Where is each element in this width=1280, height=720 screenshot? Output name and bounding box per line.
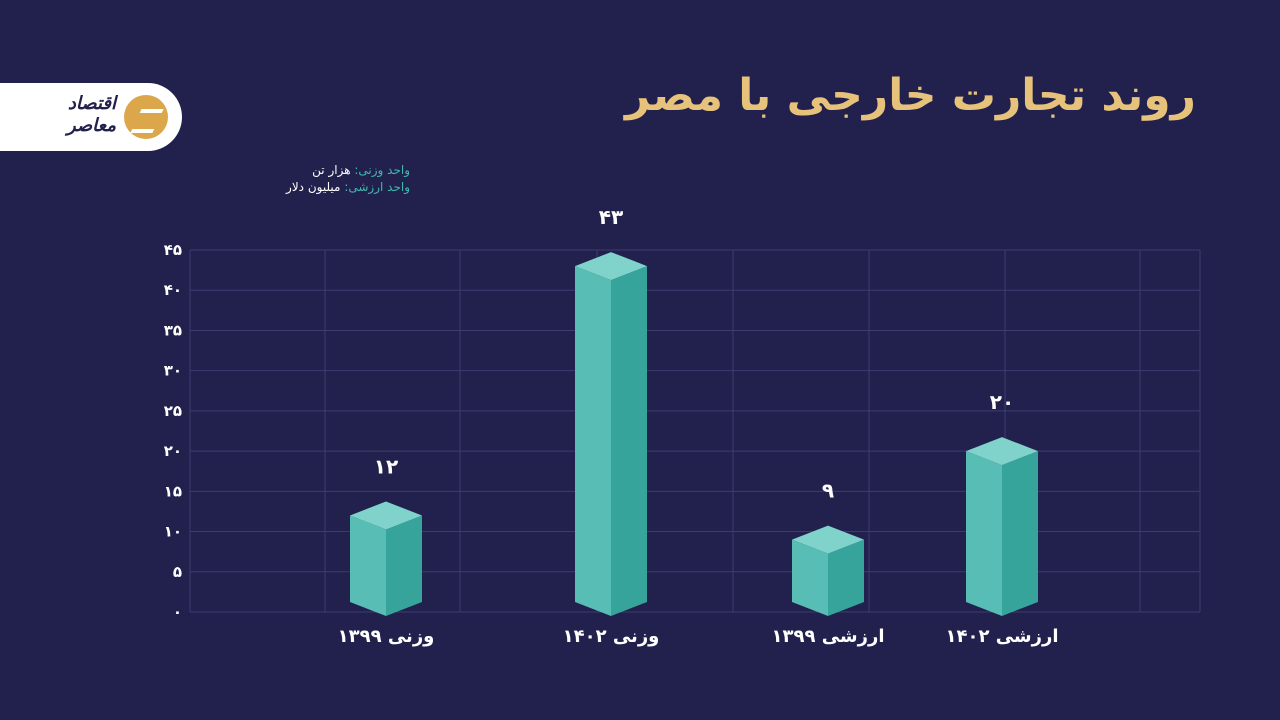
bar-front-face (350, 515, 386, 616)
legend-value-row: واحد ارزشی: میلیون دلار (286, 179, 410, 196)
y-tick-label: ۱۰ (164, 523, 182, 541)
data-label: ۴۳ (599, 205, 623, 229)
chart-title: روند تجارت خارجی با مصر (625, 70, 1196, 121)
data-label: ۲۰ (990, 390, 1014, 414)
data-label: ۱۲ (374, 454, 398, 478)
y-tick-label: ۲۵ (164, 402, 182, 420)
x-category-label: وزنی ۱۴۰۲ (563, 626, 660, 647)
bar-top-face (966, 437, 1038, 466)
x-category-label: ارزشی ۱۴۰۲ (945, 626, 1058, 647)
bar-top-face (350, 501, 422, 530)
bar-side-face (828, 539, 864, 616)
legend-weight-key: واحد وزنی: (354, 163, 410, 177)
x-category-label: ارزشی ۱۳۹۹ (771, 626, 884, 647)
bar-side-face (386, 515, 422, 616)
legend-value-unit: میلیون دلار (286, 180, 341, 194)
y-tick-label: ۴۰ (164, 281, 182, 299)
y-tick-label: ۱۵ (164, 482, 182, 500)
bar-side-face (1002, 451, 1038, 616)
bar-top-face (575, 252, 647, 281)
y-tick-label: ۳۰ (164, 362, 182, 380)
legend-value-key: واحد ارزشی: (344, 180, 410, 194)
bar-side-face (611, 266, 647, 616)
y-tick-label: ۲۰ (164, 442, 182, 460)
unit-legend: واحد وزنی: هزار تن واحد ارزشی: میلیون دل… (286, 162, 410, 196)
y-tick-label: ۵ (173, 563, 182, 581)
legend-weight-row: واحد وزنی: هزار تن (286, 162, 410, 179)
bar-front-face (792, 539, 828, 616)
logo: اقتصاد معاصر (0, 83, 182, 151)
legend-weight-unit: هزار تن (312, 163, 351, 177)
y-tick-label: ۰ (173, 603, 182, 621)
logo-stripes-icon (124, 95, 168, 139)
bar-front-face (575, 266, 611, 616)
bar-front-face (966, 451, 1002, 616)
y-tick-label: ۳۵ (164, 321, 182, 339)
logo-brand-text: اقتصاد معاصر (66, 93, 116, 136)
bar-top-face (792, 525, 864, 554)
data-label: ۹ (822, 479, 834, 503)
y-tick-label: ۴۵ (164, 241, 182, 259)
x-category-label: وزنی ۱۳۹۹ (338, 626, 435, 647)
